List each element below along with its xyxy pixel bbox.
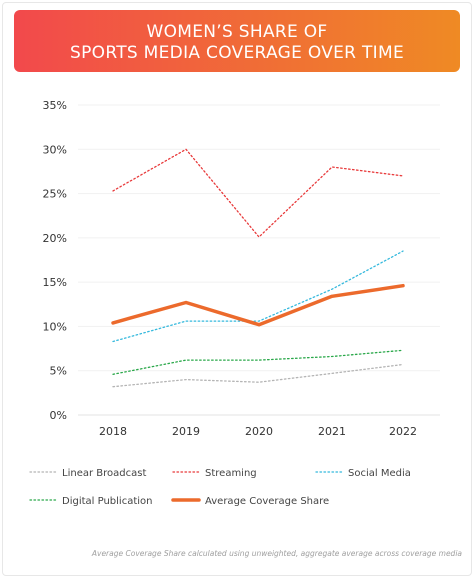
x-tick-label: 2019 [172,425,200,438]
legend-label: Digital Publication [62,496,153,507]
y-tick-label: 5% [50,365,67,378]
y-tick-label: 30% [43,143,67,156]
series-line-streaming [112,148,404,238]
y-tick-label: 15% [43,276,67,289]
series-line-average-coverage-share [111,283,405,327]
x-tick-label: 2018 [99,425,127,438]
title-banner: WOMEN’S SHARE OF SPORTS MEDIA COVERAGE O… [14,10,460,72]
y-tick-label: 25% [43,188,67,201]
y-tick-label: 35% [43,99,67,112]
y-tick-label: 20% [43,232,67,245]
y-tick-label: 0% [50,409,67,422]
x-tick-label: 2020 [245,425,273,438]
series-line-social-media [112,250,404,343]
x-tick-label: 2022 [389,425,417,438]
series-line-linear-broadcast [112,363,404,388]
y-tick-label: 10% [43,320,67,333]
series-line-digital-publication [112,349,404,375]
legend-label: Social Media [348,468,411,479]
chart-title-line1: WOMEN’S SHARE OF [146,22,328,42]
x-tick-label: 2021 [318,425,346,438]
footnote: Average Coverage Share calculated using … [91,549,462,558]
legend-label: Streaming [205,468,257,479]
legend-label: Linear Broadcast [62,468,146,479]
chart-title-line2: SPORTS MEDIA COVERAGE OVER TIME [70,43,404,63]
legend-label: Average Coverage Share [205,496,329,507]
